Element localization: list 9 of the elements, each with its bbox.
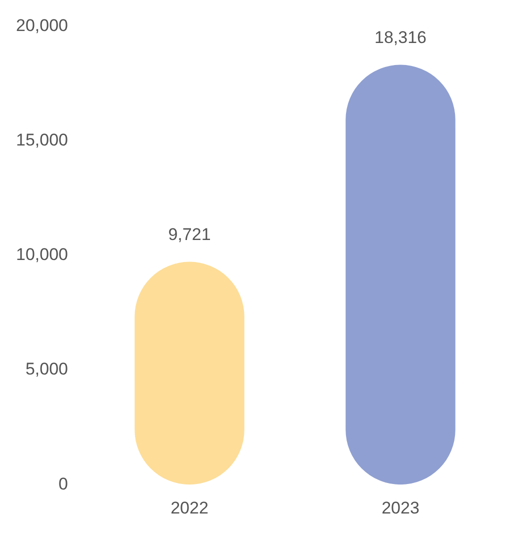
x-tick-label: 2022 bbox=[170, 498, 208, 518]
y-tick-label: 10,000 bbox=[16, 245, 68, 264]
data-label: 9,721 bbox=[168, 224, 211, 244]
x-tick-label: 2023 bbox=[382, 498, 420, 518]
y-tick-label: 0 bbox=[58, 474, 68, 494]
y-tick-label: 5,000 bbox=[25, 360, 68, 379]
y-tick-label: 15,000 bbox=[16, 130, 68, 150]
y-tick-label: 20,000 bbox=[16, 16, 68, 35]
data-label: 18,316 bbox=[374, 28, 426, 47]
